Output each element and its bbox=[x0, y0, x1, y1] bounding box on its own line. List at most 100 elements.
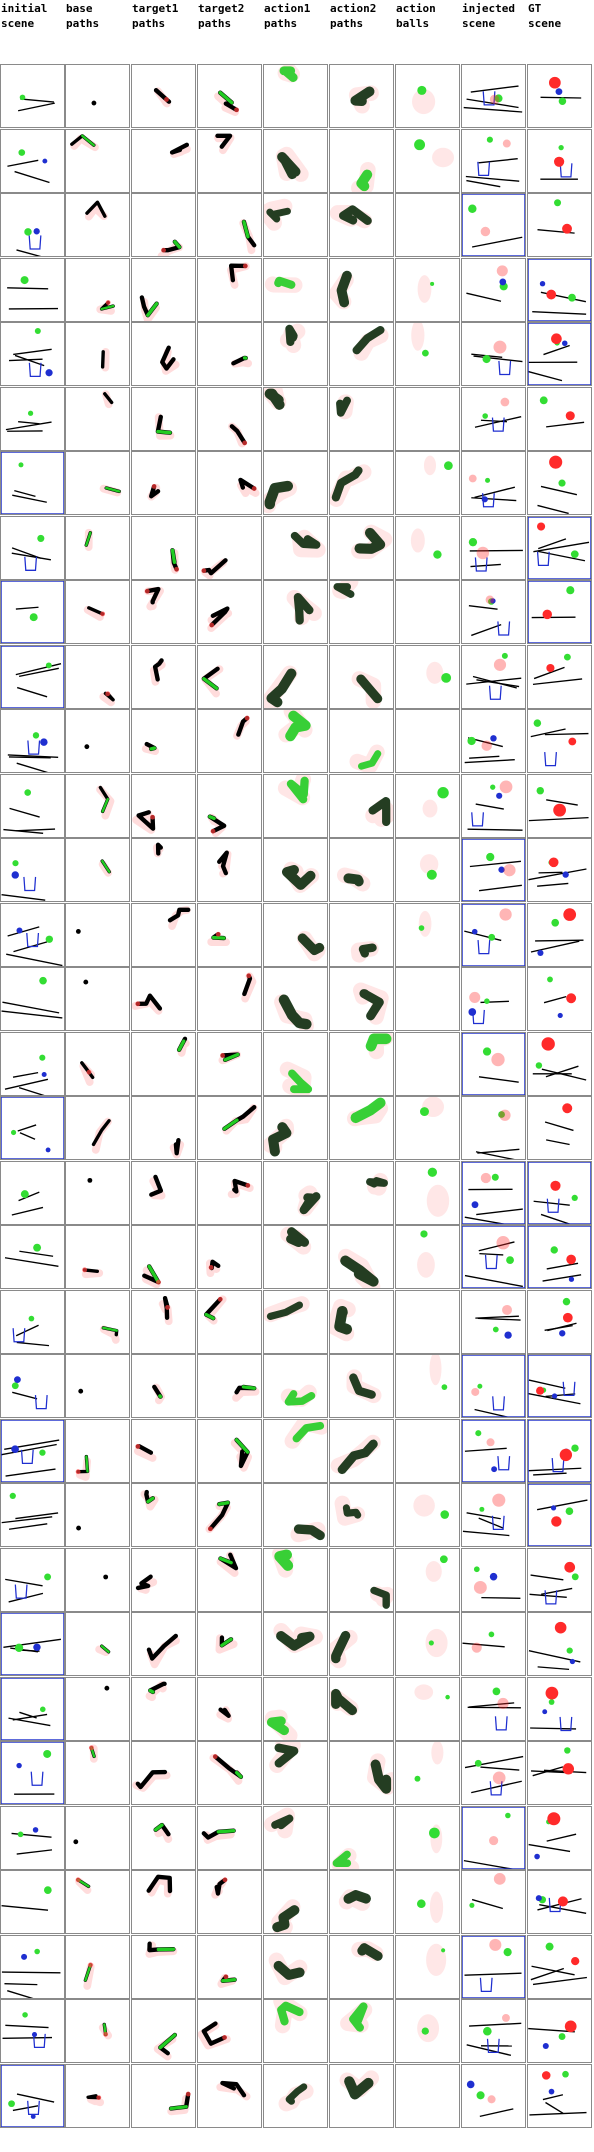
red-ball bbox=[546, 663, 555, 672]
scene-jar bbox=[28, 235, 42, 250]
cell-drawing bbox=[396, 581, 459, 643]
cell-drawing bbox=[268, 1952, 308, 1985]
grid-cell-r15-c8 bbox=[461, 967, 526, 1031]
black-path bbox=[85, 200, 107, 218]
green-ball bbox=[45, 661, 52, 668]
red-endpoint bbox=[75, 1877, 81, 1883]
cell-drawing bbox=[269, 1742, 301, 1773]
red-ball bbox=[473, 1580, 487, 1594]
blue-ball bbox=[11, 1444, 19, 1453]
green-ball bbox=[484, 998, 490, 1004]
green-action-ball bbox=[416, 1899, 426, 1909]
green-path bbox=[148, 1688, 155, 1694]
red-endpoint bbox=[135, 1001, 141, 1007]
grid-cell-r24-c5 bbox=[263, 1547, 328, 1612]
red-ball bbox=[548, 857, 559, 868]
cell-drawing bbox=[352, 325, 389, 361]
green-ball bbox=[554, 199, 562, 207]
cell-drawing bbox=[462, 1493, 510, 1537]
cell-drawing bbox=[217, 850, 232, 878]
scene-bar bbox=[12, 494, 47, 503]
scene-bar bbox=[3, 1638, 62, 1648]
blue-ball bbox=[491, 1465, 498, 1472]
red-heat-trail bbox=[149, 1176, 166, 1200]
grid-cell-r21-c2 bbox=[65, 1354, 130, 1418]
cell-drawing bbox=[396, 968, 459, 1030]
grid-cell-r13-c4 bbox=[197, 838, 262, 902]
cell-drawing bbox=[1, 860, 46, 901]
scene-bar bbox=[1, 1970, 61, 1973]
green-action-ball bbox=[420, 1230, 428, 1238]
grid-cell-r22-c2 bbox=[65, 1418, 130, 1483]
grid-cell-r17-c4 bbox=[197, 1096, 262, 1160]
scene-bar bbox=[544, 732, 589, 736]
grid-cell-r25-c5 bbox=[263, 1612, 328, 1676]
scene-bar bbox=[2, 2036, 53, 2039]
grid-cell-r13-c3 bbox=[131, 838, 196, 902]
grid-cell-r31-c4 bbox=[197, 1999, 262, 2063]
base-point bbox=[103, 1574, 109, 1579]
cell-drawing bbox=[396, 710, 459, 772]
red-endpoint bbox=[144, 588, 150, 594]
grid-cell-r32-c4 bbox=[197, 2063, 262, 2128]
cell-drawing bbox=[101, 389, 114, 408]
cell-drawing bbox=[331, 1847, 360, 1869]
red-ball bbox=[491, 1052, 505, 1066]
cell-drawing bbox=[416, 1891, 444, 1924]
red-ball bbox=[536, 1386, 545, 1395]
green-action-ball bbox=[427, 1167, 438, 1177]
green-path bbox=[170, 548, 177, 564]
blue-ball bbox=[42, 158, 48, 164]
red-heat-trail bbox=[207, 935, 230, 946]
red-ball-heat bbox=[417, 274, 432, 303]
scene-bar bbox=[469, 2022, 522, 2027]
base-point bbox=[91, 100, 97, 106]
scene-frame bbox=[528, 1226, 591, 1288]
red-ball bbox=[562, 1312, 573, 1323]
cell-drawing bbox=[103, 1574, 109, 1579]
blue-ball bbox=[466, 2080, 475, 2088]
cell-drawing bbox=[369, 1585, 393, 1609]
cell-drawing bbox=[351, 524, 393, 559]
green-path bbox=[211, 935, 226, 940]
cell-drawing bbox=[214, 90, 239, 116]
red-ball-heat bbox=[413, 1494, 435, 1517]
grid-cell-r29-c4 bbox=[197, 1870, 262, 1934]
scene-jar bbox=[492, 1396, 505, 1411]
grid-cell-r16-c8 bbox=[461, 1031, 526, 1096]
grid-cell-r19-c4 bbox=[197, 1225, 262, 1289]
green-ball bbox=[558, 97, 567, 105]
cell-drawing bbox=[230, 1437, 252, 1472]
scene-bar bbox=[468, 1701, 515, 1708]
scene-bar bbox=[12, 1391, 38, 1400]
action-path bbox=[333, 583, 355, 598]
scene-bar bbox=[531, 1965, 575, 1975]
grid-cell-r28-c5 bbox=[263, 1805, 328, 1870]
scene-frame bbox=[462, 1935, 525, 1998]
green-path bbox=[177, 1038, 186, 1052]
scene-bar bbox=[545, 1065, 579, 1077]
grid-cell-r20-c9 bbox=[527, 1289, 592, 1354]
green-action-ball bbox=[440, 1510, 450, 1519]
scene-bar bbox=[474, 486, 516, 499]
scene-jar bbox=[544, 752, 557, 767]
red-ball bbox=[562, 1763, 575, 1775]
base-point bbox=[104, 1685, 110, 1691]
grid-cell-r14-c2 bbox=[65, 902, 130, 967]
blue-ball bbox=[537, 949, 544, 956]
scene-bar bbox=[15, 606, 39, 610]
scene-bar bbox=[536, 1499, 588, 1511]
green-ball bbox=[550, 1246, 558, 1254]
green-ball bbox=[482, 412, 488, 419]
green-ball bbox=[18, 462, 24, 468]
red-endpoint bbox=[185, 2091, 191, 2096]
scene-bar bbox=[464, 1972, 522, 1976]
scene-bar bbox=[476, 1207, 523, 1215]
grid-cell-r9-c4 bbox=[197, 580, 262, 644]
cell-drawing bbox=[264, 1709, 298, 1740]
action-path bbox=[293, 1524, 325, 1541]
cell-drawing bbox=[84, 744, 90, 750]
blue-ball bbox=[535, 1895, 542, 1902]
scene-bar bbox=[8, 1523, 48, 1530]
green-path bbox=[234, 1770, 243, 1779]
